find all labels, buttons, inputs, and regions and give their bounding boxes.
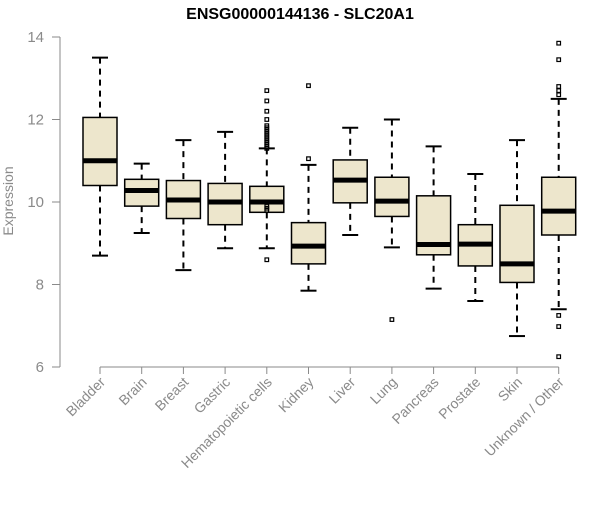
outlier-point xyxy=(264,203,270,209)
box-skin xyxy=(499,139,535,338)
x-tick-label: Unknown / Other xyxy=(481,374,567,460)
boxes xyxy=(82,40,577,360)
outlier-point xyxy=(264,108,270,114)
box-kidney xyxy=(290,83,327,292)
outlier-point xyxy=(306,156,311,162)
box-brain xyxy=(123,162,160,234)
y-tick-label: 6 xyxy=(36,359,44,376)
y-axis-label: Expression xyxy=(0,166,16,235)
x-tick-label: Bladder xyxy=(63,374,109,420)
y-tick-label: 14 xyxy=(27,29,44,46)
outlier-point xyxy=(556,324,562,329)
iqr-box xyxy=(374,176,410,218)
outlier-point xyxy=(264,98,270,104)
x-tick-label: Brain xyxy=(115,374,149,408)
iqr-box xyxy=(540,176,577,236)
outlier-point xyxy=(556,354,562,360)
box-liver xyxy=(332,126,368,236)
x-tick-label: Liver xyxy=(326,374,359,407)
iqr-box xyxy=(499,204,535,284)
outlier-point xyxy=(264,257,270,263)
box-gastric xyxy=(207,130,243,250)
outlier-point xyxy=(556,313,562,318)
outlier-point xyxy=(556,40,562,46)
y-tick-label: 10 xyxy=(27,194,44,211)
outlier-point xyxy=(389,317,395,322)
y-tick-label: 12 xyxy=(27,112,44,129)
outlier-point xyxy=(556,84,562,89)
box-lung xyxy=(374,118,410,322)
outlier-point xyxy=(556,92,562,98)
outlier-point xyxy=(556,57,562,63)
x-tick-label: Prostate xyxy=(435,374,483,422)
y-tick-label: 8 xyxy=(36,277,44,294)
iqr-box xyxy=(82,116,118,187)
box-breast xyxy=(165,139,202,272)
outlier-point xyxy=(556,88,562,94)
box-hematopoietic-cells xyxy=(249,88,285,263)
box-prostate xyxy=(457,172,494,302)
box-unknown-other xyxy=(540,40,577,360)
outlier-point xyxy=(264,123,270,129)
x-tick-label: Lung xyxy=(367,374,400,407)
x-tick-label: Breast xyxy=(152,374,192,414)
x-tick-label: Kidney xyxy=(275,374,317,416)
outlier-point xyxy=(306,83,311,89)
iqr-box xyxy=(290,221,327,265)
box-pancreas xyxy=(415,145,452,290)
y-axis: 6 8 10 12 14 xyxy=(27,29,61,376)
outlier-point xyxy=(264,88,270,94)
box-bladder xyxy=(82,56,118,257)
x-tick-label: Skin xyxy=(495,374,526,405)
chart-title: ENSG00000144136 - SLC20A1 xyxy=(186,6,414,23)
outlier-point xyxy=(264,117,270,122)
